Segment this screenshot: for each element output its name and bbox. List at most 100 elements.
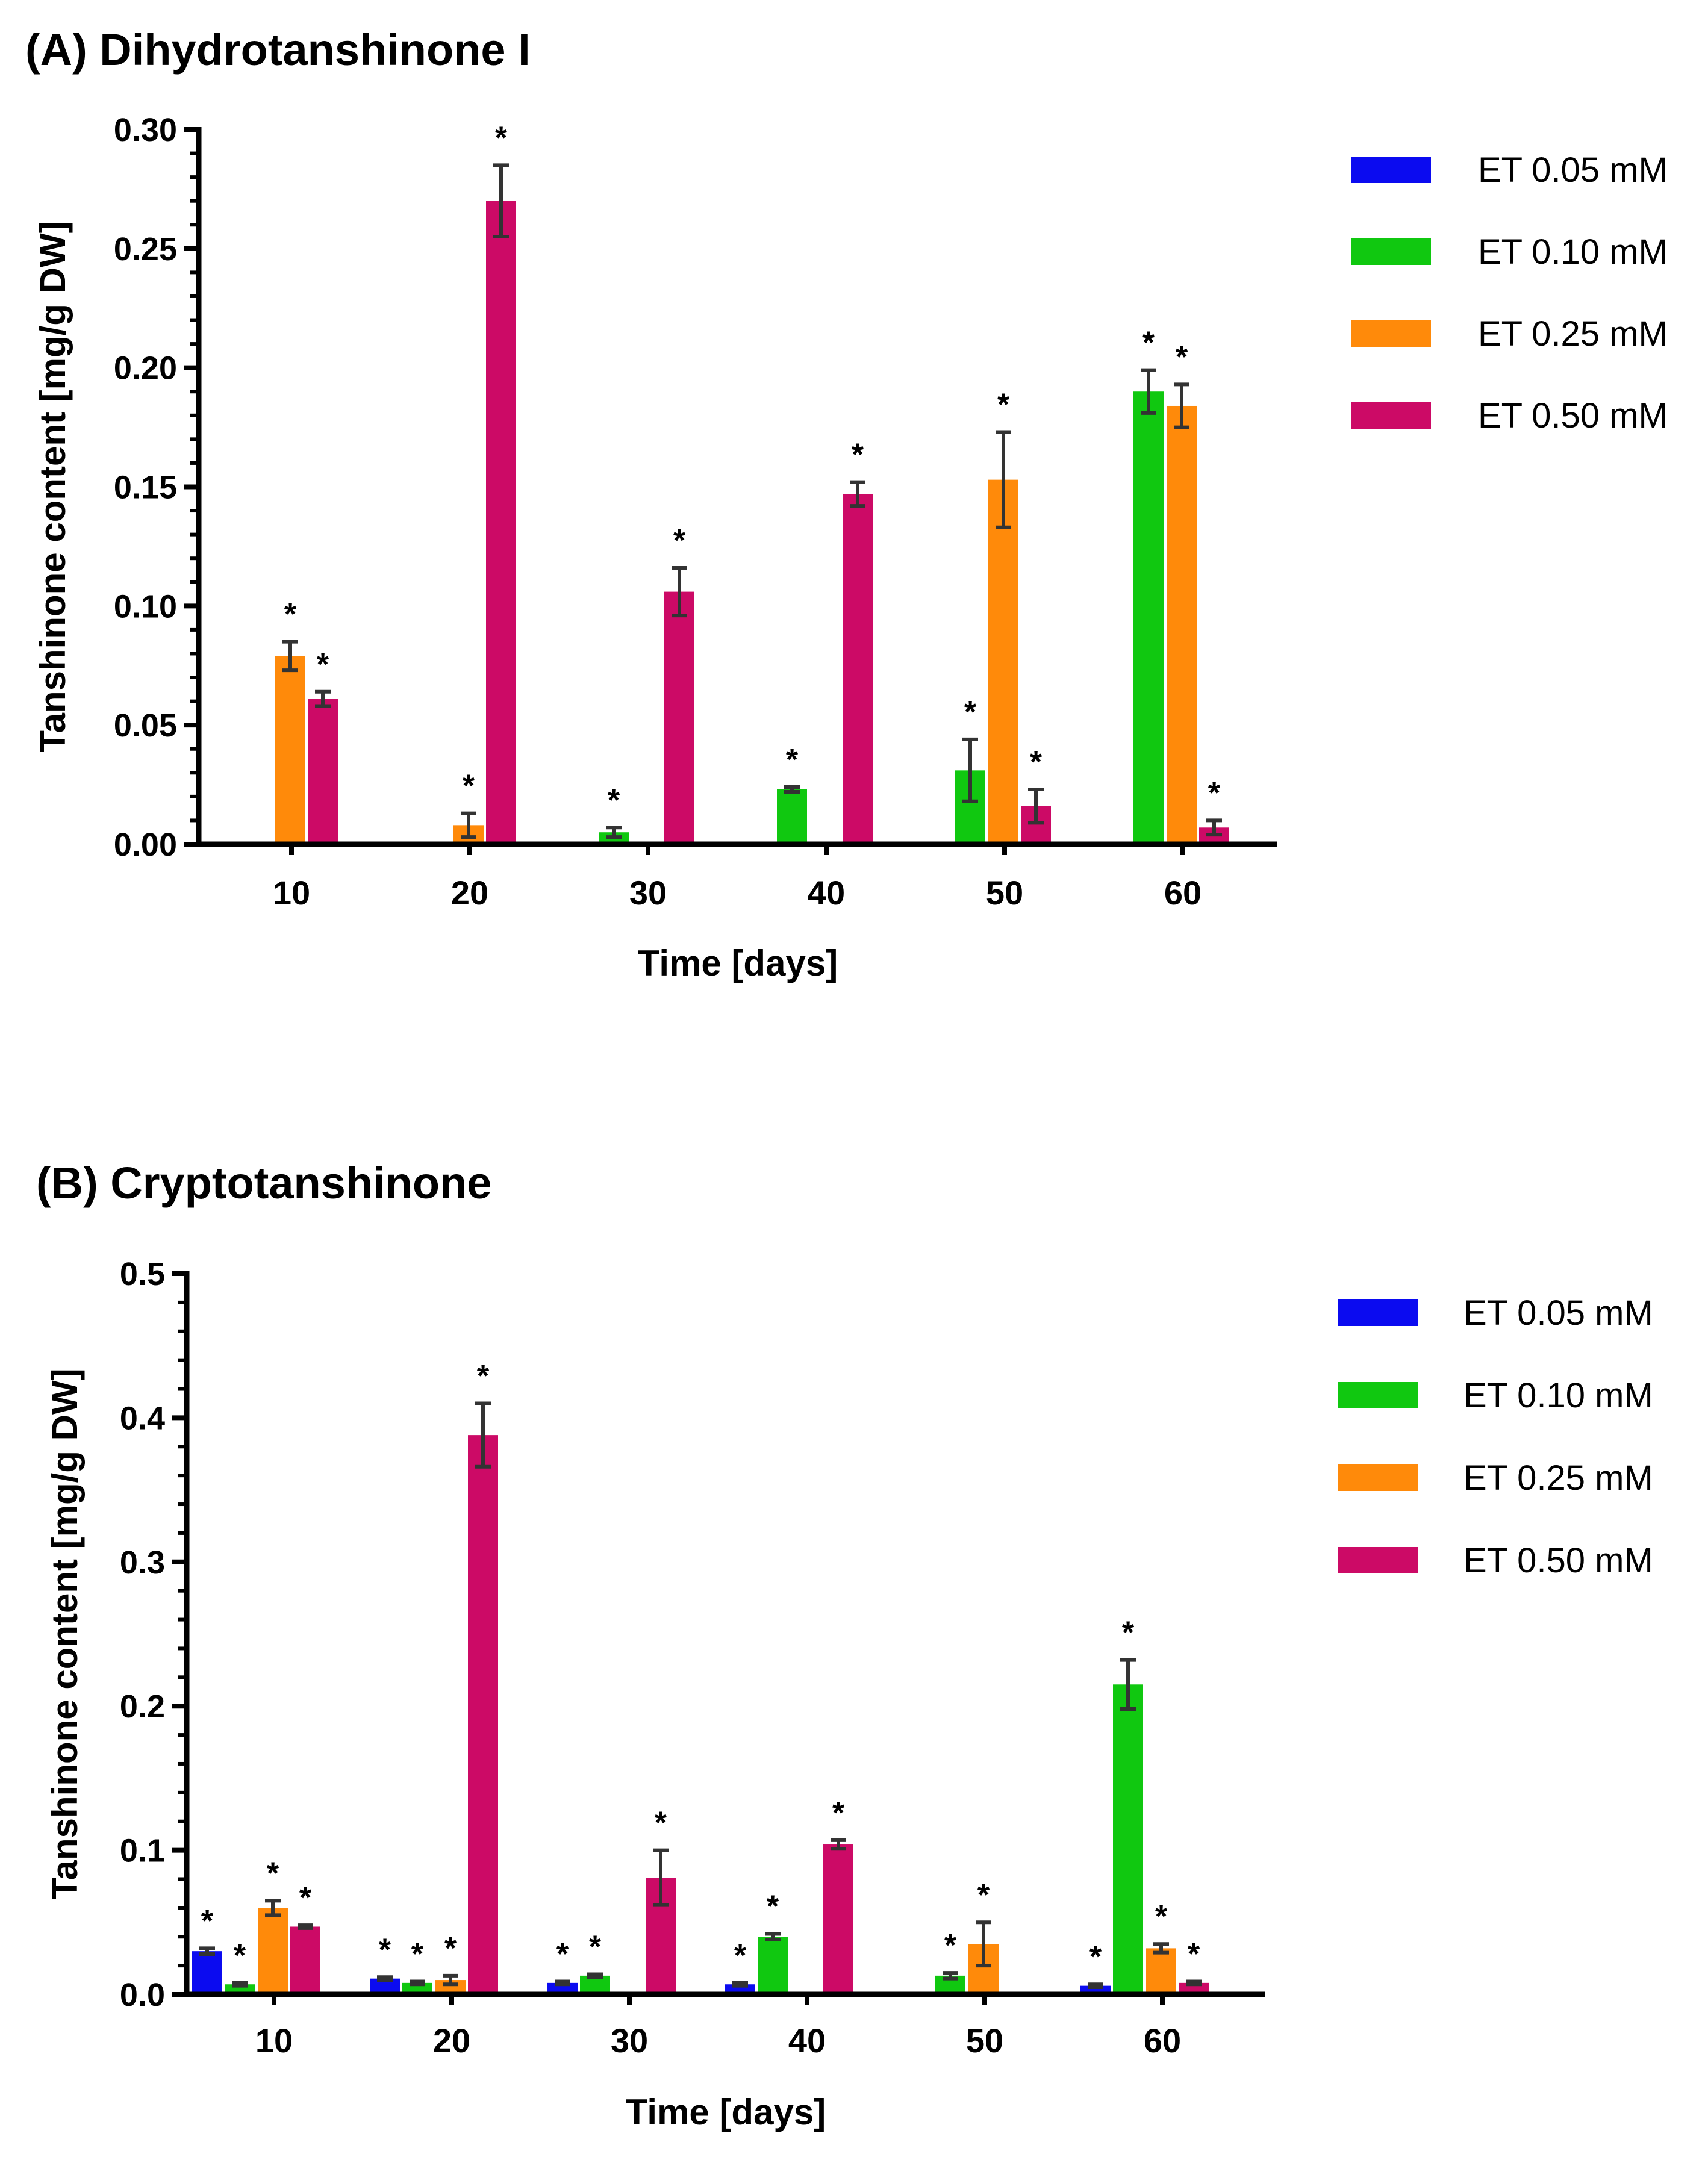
- x-tick-label: 50: [986, 874, 1023, 912]
- y-tick-label: 0.5: [120, 1256, 165, 1292]
- significance-star: *: [997, 387, 1010, 422]
- significance-star: *: [1089, 1940, 1102, 1975]
- x-axis-label: Time [days]: [626, 2092, 826, 2132]
- significance-star: *: [1122, 1616, 1135, 1651]
- error-bar: [1206, 818, 1222, 837]
- y-tick-label: 0.4: [120, 1400, 165, 1436]
- y-tick-label: 0.1: [120, 1833, 165, 1869]
- error-bar: [1153, 1942, 1169, 1955]
- y-axis-label: Tanshinone content [mg/g DW]: [33, 221, 73, 752]
- significance-star: *: [944, 1928, 957, 1963]
- error-bar: [1120, 1658, 1136, 1711]
- panel-title: (B) Cryptotanshinone: [36, 1158, 491, 1208]
- significance-star: *: [786, 742, 799, 777]
- x-axis-label: Time [days]: [638, 943, 838, 983]
- error-bar: [555, 1979, 570, 1987]
- y-tick-label: 0.15: [114, 470, 177, 506]
- bar: [1113, 1684, 1143, 1994]
- significance-star: *: [1208, 776, 1221, 811]
- significance-star: *: [379, 1932, 391, 1967]
- x-tick-label: 60: [1144, 2022, 1181, 2059]
- legend-label: ET 0.50 mM: [1463, 1541, 1653, 1580]
- bar: [1146, 1948, 1176, 1994]
- error-bar: [265, 1899, 281, 1917]
- significance-star: *: [655, 1806, 667, 1841]
- y-tick-label: 0.2: [120, 1689, 165, 1725]
- legend-swatch: [1351, 238, 1431, 265]
- error-bar: [672, 566, 687, 618]
- legend-swatch: [1338, 1299, 1418, 1326]
- bar: [308, 699, 338, 844]
- legend: ET 0.05 mM ET 0.10 mM ET 0.25 mM ET 0.50 mM: [1338, 1293, 1653, 1580]
- y-tick-label: 0.30: [114, 112, 177, 148]
- error-bar: [199, 1946, 215, 1956]
- error-bar: [1186, 1979, 1202, 1987]
- significance-star: *: [852, 438, 864, 473]
- significance-star: *: [495, 120, 508, 155]
- bar: [275, 656, 305, 844]
- error-bar: [831, 1838, 846, 1851]
- y-tick-label: 0.05: [114, 708, 177, 744]
- legend-swatch: [1351, 402, 1431, 429]
- bar: [486, 201, 516, 845]
- error-bar: [962, 737, 978, 803]
- y-tick-label: 0.3: [120, 1545, 165, 1581]
- x-tick-label: 20: [433, 2022, 470, 2059]
- significance-star: *: [1030, 745, 1043, 780]
- error-bar: [232, 1981, 248, 1988]
- error-bar: [1088, 1982, 1103, 1990]
- significance-star: *: [1188, 1937, 1200, 1972]
- legend-swatch: [1338, 1382, 1418, 1408]
- error-bar: [1141, 368, 1156, 415]
- significance-star: *: [1155, 1899, 1168, 1934]
- y-tick-label: 0.00: [114, 827, 177, 863]
- error-bar: [996, 430, 1011, 529]
- bar: [1133, 391, 1164, 844]
- error-bar: [315, 689, 331, 708]
- error-bar: [1028, 787, 1044, 825]
- legend: ET 0.05 mM ET 0.10 mM ET 0.25 mM ET 0.50 mM: [1351, 151, 1668, 435]
- bar: [290, 1926, 320, 1994]
- bar: [664, 591, 694, 844]
- legend-label: ET 0.50 mM: [1478, 396, 1668, 435]
- error-bar: [784, 785, 800, 794]
- bar: [258, 1908, 288, 1994]
- significance-star: *: [977, 1878, 990, 1913]
- bar: [192, 1951, 222, 1994]
- y-tick-label: 0.20: [114, 350, 177, 387]
- significance-star: *: [477, 1359, 490, 1393]
- significance-star: *: [589, 1929, 602, 1964]
- significance-star: *: [201, 1903, 214, 1938]
- legend-swatch: [1338, 1464, 1418, 1491]
- significance-star: *: [673, 523, 686, 558]
- significance-star: *: [767, 1889, 779, 1924]
- x-tick-label: 30: [611, 2022, 648, 2059]
- x-tick-label: 40: [788, 2022, 826, 2059]
- error-bar: [606, 826, 622, 839]
- significance-star: *: [1176, 340, 1188, 375]
- axes: [184, 1271, 1265, 1997]
- significance-star: *: [832, 1796, 845, 1831]
- legend-swatch: [1351, 157, 1431, 183]
- legend-label: ET 0.05 mM: [1478, 151, 1668, 190]
- bar: [777, 789, 807, 844]
- error-bar: [410, 1979, 425, 1987]
- significance-star: *: [463, 769, 475, 804]
- bar: [468, 1435, 498, 1994]
- significance-star: *: [1142, 326, 1155, 361]
- significance-star: *: [267, 1856, 279, 1891]
- y-tick-label: 0.10: [114, 588, 177, 624]
- legend-label: ET 0.05 mM: [1463, 1293, 1653, 1333]
- significance-star: *: [284, 597, 297, 632]
- significance-star: *: [234, 1938, 246, 1973]
- x-tick-label: 10: [273, 874, 310, 912]
- legend-label: ET 0.25 mM: [1478, 314, 1668, 353]
- error-bar: [493, 163, 509, 239]
- significance-star: *: [299, 1881, 312, 1916]
- error-bar: [282, 640, 298, 673]
- x-tick-label: 20: [451, 874, 488, 912]
- error-bar: [653, 1848, 669, 1907]
- bar: [823, 1844, 853, 1994]
- error-bar: [587, 1972, 603, 1979]
- y-tick-label: 0.25: [114, 231, 177, 267]
